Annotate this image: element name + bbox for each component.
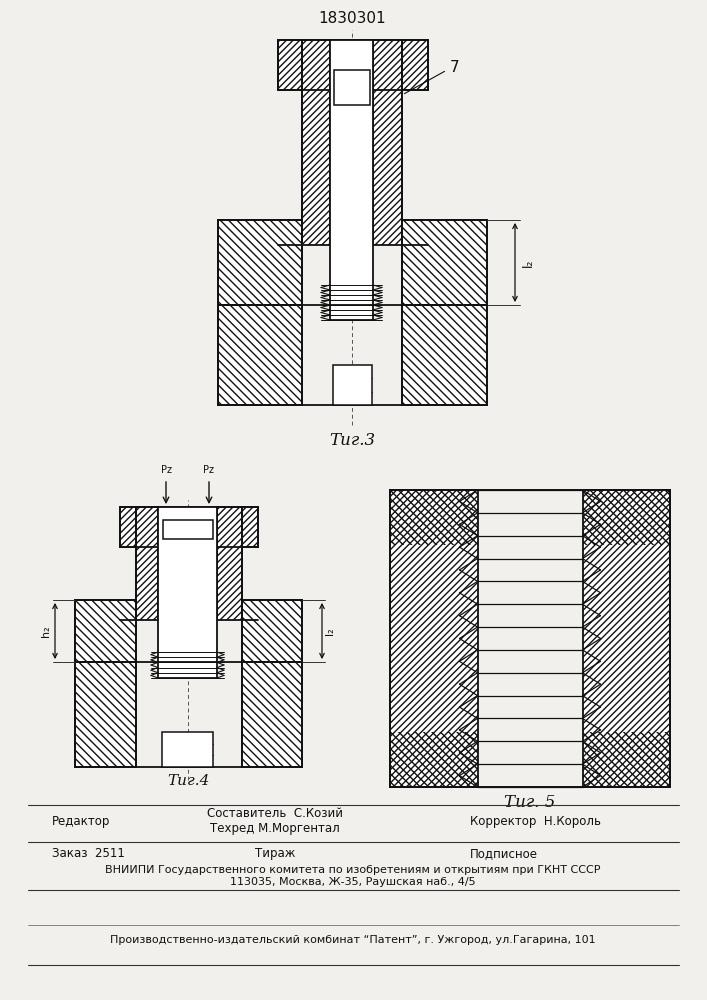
Polygon shape bbox=[390, 490, 477, 787]
Polygon shape bbox=[278, 40, 302, 90]
Text: Редактор: Редактор bbox=[52, 815, 110, 828]
Polygon shape bbox=[218, 305, 302, 405]
Text: 113035, Москва, Ж-35, Раушская наб., 4/5: 113035, Москва, Ж-35, Раушская наб., 4/5 bbox=[230, 877, 476, 887]
Bar bbox=[333, 365, 372, 405]
Text: Τиг.4: Τиг.4 bbox=[167, 774, 209, 788]
Text: Pz: Pz bbox=[160, 465, 172, 475]
Text: Заказ  2511: Заказ 2511 bbox=[52, 847, 125, 860]
Polygon shape bbox=[75, 662, 136, 767]
Bar bbox=[158, 507, 217, 678]
Text: l₂: l₂ bbox=[522, 258, 535, 267]
Polygon shape bbox=[302, 40, 330, 245]
Polygon shape bbox=[218, 220, 302, 305]
Bar bbox=[334, 70, 370, 105]
Text: 7: 7 bbox=[450, 60, 460, 76]
Text: Составитель  С.Козий: Составитель С.Козий bbox=[207, 807, 343, 820]
Bar bbox=[390, 490, 670, 787]
Text: h₂: h₂ bbox=[41, 625, 51, 637]
Bar bbox=[162, 732, 213, 767]
Text: Производственно-издательский комбинат “Патент”, г. Ужгород, ул.Гагарина, 101: Производственно-издательский комбинат “П… bbox=[110, 935, 596, 945]
Polygon shape bbox=[120, 507, 136, 547]
Polygon shape bbox=[136, 507, 158, 620]
Polygon shape bbox=[217, 507, 242, 620]
Bar bbox=[330, 40, 373, 320]
Polygon shape bbox=[402, 305, 487, 405]
Polygon shape bbox=[402, 220, 487, 305]
Text: Подписное: Подписное bbox=[470, 847, 538, 860]
Text: Τиг.3: Τиг.3 bbox=[329, 432, 375, 449]
Polygon shape bbox=[242, 600, 302, 662]
Polygon shape bbox=[242, 662, 302, 767]
Text: ВНИИПИ Государственного комитета по изобретениям и открытиям при ГКНТ СССР: ВНИИПИ Государственного комитета по изоб… bbox=[105, 865, 601, 875]
Polygon shape bbox=[242, 507, 258, 547]
Text: Тираж: Тираж bbox=[255, 847, 296, 860]
Text: Τиг. 5: Τиг. 5 bbox=[504, 794, 556, 811]
Text: Pz: Pz bbox=[204, 465, 214, 475]
Text: l₂: l₂ bbox=[325, 627, 335, 635]
Bar bbox=[163, 520, 213, 539]
Polygon shape bbox=[402, 40, 428, 90]
Polygon shape bbox=[583, 490, 670, 787]
Polygon shape bbox=[373, 40, 402, 245]
Polygon shape bbox=[75, 600, 136, 662]
Text: Техред М.Моргентал: Техред М.Моргентал bbox=[210, 822, 340, 835]
Text: Корректор  Н.Король: Корректор Н.Король bbox=[470, 815, 601, 828]
Text: 1830301: 1830301 bbox=[318, 11, 386, 26]
